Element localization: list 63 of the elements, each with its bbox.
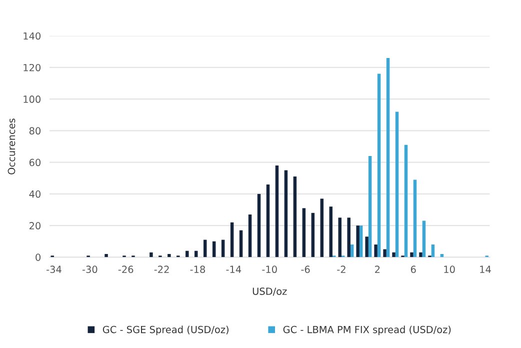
y-tick-label: 140 (24, 32, 41, 40)
bar (311, 212, 315, 258)
y-tick-label: 0 (36, 254, 41, 262)
bar (293, 176, 297, 258)
bar (359, 226, 363, 258)
bar (392, 252, 396, 258)
y-tick-label: 120 (24, 64, 41, 72)
bar (365, 236, 368, 258)
bar (347, 218, 350, 258)
bar (410, 252, 414, 258)
bar (320, 198, 324, 258)
x-tick-label: 14 (480, 266, 491, 273)
bar (413, 180, 417, 258)
bar (431, 244, 435, 258)
bar (404, 144, 408, 258)
x-tick-label: -26 (118, 266, 134, 274)
x-tick-label: 6 (410, 266, 416, 274)
x-tick-label: -30 (82, 266, 98, 274)
bar (368, 156, 372, 258)
x-tick-label: -22 (154, 266, 169, 273)
x-tick-label: 10 (444, 266, 455, 274)
y-tick-label: 100 (24, 96, 41, 103)
bar (338, 218, 342, 258)
bar (275, 165, 279, 258)
x-tick-label: -10 (262, 266, 277, 274)
bar (356, 226, 360, 258)
bar (248, 214, 252, 258)
y-tick-label: 60 (29, 158, 41, 166)
bar (383, 249, 386, 258)
legend-label: GC - SGE Spread (USD/oz) (102, 326, 228, 336)
bar (374, 244, 378, 258)
x-tick-label: -34 (46, 266, 62, 274)
x-tick-label: 2 (375, 266, 380, 273)
bar (230, 222, 234, 258)
bar (239, 230, 243, 258)
bar (212, 241, 216, 258)
bar (150, 252, 153, 258)
bar (377, 74, 381, 258)
x-axis-title: USD/oz (252, 288, 287, 296)
legend-label: GC - LBMA PM FIX spread (USD/oz) (283, 326, 451, 336)
bar (422, 220, 426, 258)
bar (257, 194, 261, 258)
bar (284, 170, 288, 258)
y-tick-label: 80 (29, 127, 41, 135)
bar (386, 58, 390, 258)
x-tick-label: -18 (190, 266, 206, 274)
bar (186, 250, 189, 258)
x-tick-label: -2 (337, 266, 346, 273)
bar (168, 254, 171, 258)
bar (302, 208, 306, 258)
bar (395, 112, 399, 258)
bar (266, 184, 270, 258)
y-tick-label: 20 (30, 222, 41, 230)
bar (221, 240, 225, 258)
bar (203, 240, 207, 258)
bar (104, 254, 108, 258)
bar (329, 206, 333, 258)
x-tick-label: -14 (226, 266, 242, 273)
y-axis-title: Occurences (8, 118, 16, 174)
bar (419, 252, 422, 258)
bar (350, 244, 354, 258)
y-tick-label: 40 (29, 190, 41, 198)
x-tick-label: -6 (301, 266, 310, 274)
